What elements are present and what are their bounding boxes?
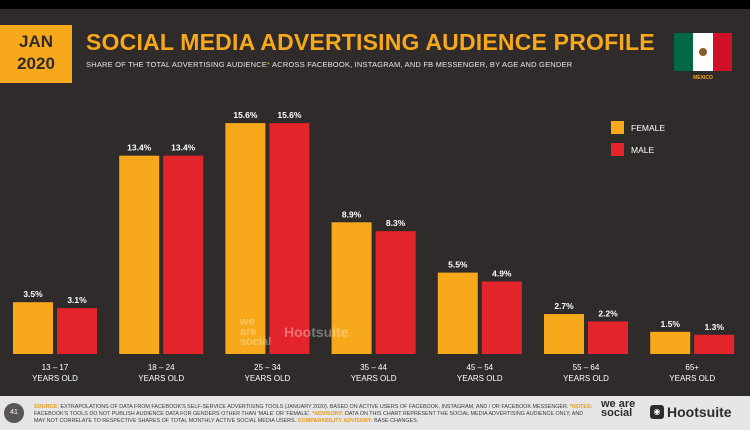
page-number: 41 [4,403,24,423]
tick-label-4: 45 – 54 [466,363,493,372]
notes-text: FACEBOOK'S TOOLS DO NOT PUBLISH AUDIENCE… [34,411,311,417]
data-label-male-5: 2.2% [598,308,618,318]
data-label-female-6: 1.5% [661,319,681,329]
owl-icon: ◉ [650,405,664,419]
advisory-text: DATA ON THIS CHART REPRESENT THE SOCIAL … [34,411,584,424]
flag-green-stripe [674,33,694,71]
tick-label-years-0: YEARS OLD [32,374,78,383]
data-label-male-4: 4.9% [492,268,512,278]
bar-male-4 [481,281,522,354]
source-label: SOURCE: [34,404,59,410]
bar-female-5 [544,314,584,354]
bar-female-6 [650,331,691,354]
we-are-social-logo: we are social [601,398,636,419]
subtitle-text: SHARE OF THE TOTAL ADVERTISING AUDIENCE [86,60,268,69]
watermark: we are social Hootsuite [240,316,349,348]
subtitle-star: * [267,60,271,69]
badge-month: JAN [18,32,53,51]
bar-female-2 [225,123,266,355]
data-label-female-2: 15.6% [233,110,258,120]
data-label-male-0: 3.1% [67,295,87,305]
footer: 41 SOURCE: EXTRAPOLATIONS OF DATA FROM F… [0,396,750,430]
tick-label-years-4: YEARS OLD [457,374,503,383]
flag-label: MEXICO [693,75,713,81]
page-title: SOCIAL MEDIA ADVERTISING AUDIENCE PROFIL… [86,29,655,55]
tick-label-6: 65+ [685,363,699,372]
data-label-male-1: 13.4% [171,143,196,153]
mexico-flag-icon [674,33,732,71]
legend-label-male: MALE [631,145,654,155]
data-label-female-3: 8.9% [342,209,362,219]
data-label-male-6: 1.3% [705,322,725,332]
source-notes: SOURCE: EXTRAPOLATIONS OF DATA FROM FACE… [34,404,594,428]
bar-chart: 3.5% 3.1% 13 – 17 YEARS OLD 13.4% 13.4% 18 – 2… [13,110,735,383]
bar-male-3 [375,231,416,354]
tick-label-2: 25 – 34 [254,363,281,372]
data-label-female-4: 5.5% [448,260,468,270]
data-label-male-2: 15.6% [277,110,302,120]
watermark-hootsuite: Hootsuite [284,324,349,340]
data-label-female-1: 13.4% [127,143,152,153]
slide: JAN 2020 SOCIAL MEDIA ADVERTISING AUDIEN… [0,9,750,430]
tick-label-3: 35 – 44 [360,363,387,372]
legend-swatch-female [611,121,624,134]
bar-male-5 [588,321,628,354]
tick-label-years-6: YEARS OLD [669,374,715,383]
tick-label-years-5: YEARS OLD [563,374,609,383]
bar-female-4 [437,272,478,354]
bar-male-1 [163,155,204,354]
bar-male-6 [694,334,735,354]
badge-year: 2020 [17,54,55,73]
flag-emblem-icon [698,48,707,56]
source-text: EXTRAPOLATIONS OF DATA FROM FACEBOOK'S S… [58,404,569,410]
data-label-male-3: 8.3% [386,218,406,228]
tick-label-years-2: YEARS OLD [245,374,291,383]
tick-label-years-3: YEARS OLD [351,374,397,383]
legend-label-female: FEMALE [631,123,665,133]
comparability-text: BASE CHANGES. [372,418,419,424]
tick-label-1: 18 – 24 [148,363,175,372]
comparability-label: COMPARABILITY ADVISORY: [296,418,373,424]
bar-female-3 [331,222,372,354]
flag-white-stripe [693,33,713,71]
bar-female-0 [13,302,53,354]
subtitle-rest: ACROSS FACEBOOK, INSTAGRAM, AND FB MESSE… [270,60,573,69]
advisory-label: *ADVISORY: [310,411,344,417]
data-label-female-0: 3.5% [23,289,43,299]
tick-label-years-1: YEARS OLD [138,374,184,383]
watermark-we-are-social: we are social [240,316,272,348]
legend-swatch-male [611,143,624,156]
bar-female-1 [119,155,160,354]
flag-red-stripe [712,33,732,71]
bar-male-2 [269,123,310,355]
notes-label: *NOTES: [568,404,593,410]
hootsuite-logo-text: Hootsuite [667,404,732,420]
date-badge: JAN 2020 [0,25,72,83]
bar-male-0 [57,308,97,354]
page-subtitle: SHARE OF THE TOTAL ADVERTISING AUDIENCE*… [86,60,572,69]
hootsuite-logo: ◉ Hootsuite [650,404,732,420]
tick-label-0: 13 – 17 [42,363,69,372]
data-label-female-5: 2.7% [554,301,574,311]
tick-label-5: 55 – 64 [573,363,600,372]
